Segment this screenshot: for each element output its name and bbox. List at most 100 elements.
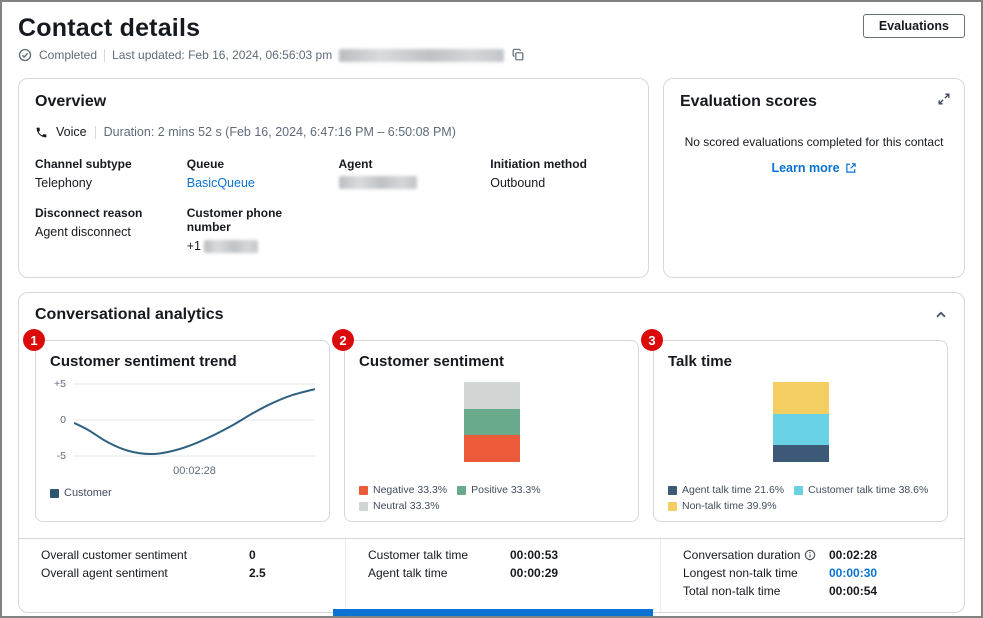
field-label: Queue: [186, 157, 225, 171]
evaluations-button[interactable]: Evaluations: [862, 14, 965, 38]
field-value: Outbound: [490, 176, 546, 190]
legend-item: Customer talk time 38.6%: [794, 484, 928, 496]
evaluation-scores-card: Evaluation scores No scored evaluations …: [663, 78, 965, 278]
stat-value: 0: [249, 548, 256, 562]
field-label: Initiation method: [490, 157, 587, 171]
y-tick: +5: [54, 378, 66, 390]
stat-label: Customer talk time: [368, 548, 469, 562]
y-tick: -5: [56, 450, 66, 462]
phone-icon: [35, 126, 48, 139]
field-agent: Agent: [338, 157, 481, 190]
field-disconnect-reason: Disconnect reason Agent disconnect: [35, 206, 177, 253]
bar-segment-agent-talk-time: [772, 444, 829, 462]
last-updated-text: Last updated: Feb 16, 2024, 06:56:03 pm: [112, 48, 333, 62]
duration-text: Duration: 2 mins 52 s (Feb 16, 2024, 6:4…: [103, 125, 456, 139]
stat-row: Agent talk time 00:00:29: [368, 566, 646, 580]
stat-row: Total non-talk time 00:00:54: [683, 584, 950, 598]
legend-swatch: [668, 501, 677, 511]
annotation-badge-2: 2: [332, 329, 354, 351]
chevron-up-icon[interactable]: [934, 308, 948, 322]
status-badge: Completed: [39, 48, 98, 62]
legend-label: Negative 33.3%: [373, 484, 448, 496]
x-axis-tick: 00:02:28: [173, 465, 216, 477]
field-customer-phone: Customer phone number +1: [187, 206, 329, 253]
stat-label: Conversation duration: [683, 548, 829, 562]
y-tick: 0: [60, 414, 66, 426]
stat-label-text: Conversation duration: [683, 548, 801, 562]
talk-time-stats-column: Customer talk time 00:00:53 Agent talk t…: [345, 539, 660, 612]
field-value: Telephony: [35, 176, 92, 190]
sentiment-legend: Negative 33.3% Positive 33.3% Neutral 33.3…: [359, 484, 624, 512]
bottom-blue-bar: [333, 609, 653, 616]
talk-time-legend: Agent talk time 21.6% Customer talk time …: [668, 484, 933, 512]
info-icon[interactable]: [804, 549, 816, 561]
learn-more-link[interactable]: Learn more: [680, 161, 948, 175]
channel-row: Voice Duration: 2 mins 52 s (Feb 16, 202…: [35, 125, 632, 139]
stat-row: Longest non-talk time 00:00:30: [683, 566, 950, 580]
legend-label: Customer talk time 38.6%: [808, 484, 929, 496]
legend-label: Customer: [64, 487, 112, 499]
legend-item: Agent talk time 21.6%: [668, 484, 784, 496]
stat-row: Customer talk time 00:00:53: [368, 548, 646, 562]
channel-type: Voice: [56, 125, 87, 139]
annotation-badge-3: 3: [641, 329, 663, 351]
legend-item: Positive 33.3%: [457, 484, 541, 496]
redacted-agent-name: [338, 176, 417, 189]
field-label: Channel subtype: [35, 157, 132, 171]
customer-sentiment-card: 2 Customer sentiment Negative 33.3% Posit…: [332, 329, 639, 522]
analytics-stats-table: Overall customer sentiment 0 Overall age…: [19, 538, 964, 612]
legend-item: Neutral 33.3%: [359, 500, 440, 512]
customer-sentiment-trend-card: 1 Customer sentiment trend +5 0 -5 00:02…: [23, 329, 330, 522]
longest-non-talk-link[interactable]: 00:00:30: [829, 566, 878, 580]
chart-title: Customer sentiment trend: [50, 353, 237, 370]
sentiment-stacked-bar: [463, 382, 520, 463]
field-queue: Queue BasicQueue: [187, 157, 329, 190]
legend-swatch: [50, 488, 59, 498]
copy-icon[interactable]: [511, 48, 525, 62]
y-axis-labels: +5 0 -5: [50, 378, 70, 462]
duration-stats-column: Conversation duration 00:02:28 Longest n…: [660, 539, 964, 612]
external-link-icon: [845, 162, 857, 174]
check-circle-icon: [18, 48, 32, 62]
legend-item: Non-talk time 39.9%: [668, 500, 777, 512]
overview-card: Overview Voice Duration: 2 mins 52 s (Fe…: [18, 78, 649, 278]
stat-label: Overall customer sentiment: [41, 548, 188, 562]
expand-icon[interactable]: [937, 92, 951, 106]
legend-label: Agent talk time 21.6%: [682, 484, 785, 496]
empty-state-message: No scored evaluations completed for this…: [684, 135, 944, 149]
queue-link[interactable]: BasicQueue: [186, 176, 255, 190]
conversational-analytics-card: Conversational analytics 1 Customer sent…: [18, 292, 965, 613]
chart-title: Talk time: [668, 353, 732, 370]
field-label: Disconnect reason: [35, 206, 143, 220]
divider: [104, 48, 106, 62]
field-value: Agent disconnect: [35, 225, 131, 239]
legend-item: Customer: [50, 487, 112, 499]
stat-label: Overall agent sentiment: [41, 566, 168, 580]
top-cards-row: Overview Voice Duration: 2 mins 52 s (Fe…: [18, 78, 965, 278]
phone-prefix: +1: [186, 239, 202, 253]
page-header: Contact details Evaluations: [18, 14, 965, 43]
chart-title: Customer sentiment: [359, 353, 505, 370]
stat-row: Overall agent sentiment 2.5: [41, 566, 331, 580]
stat-value: 00:00:54: [829, 584, 878, 598]
stat-row: Overall customer sentiment 0: [41, 548, 331, 562]
legend-label: Neutral 33.3%: [373, 500, 440, 512]
talk-time-stacked-bar: [772, 382, 829, 462]
stat-label: Agent talk time: [368, 566, 448, 580]
stat-value: 00:00:53: [510, 548, 559, 562]
redacted-contact-id: [339, 48, 505, 62]
legend-swatch: [359, 485, 368, 495]
bar-segment-negative: [463, 435, 520, 463]
legend-swatch: [359, 501, 368, 511]
stat-label: Longest non-talk time: [683, 566, 798, 580]
evaluation-scores-title: Evaluation scores: [680, 93, 817, 110]
analytics-header: Conversational analytics: [19, 293, 964, 330]
charts-row: 1 Customer sentiment trend +5 0 -5 00:02…: [19, 329, 964, 538]
sentiment-trend-line-chart: [74, 378, 315, 462]
stat-row: Conversation duration 00:02:28: [683, 548, 950, 562]
legend-swatch: [668, 485, 677, 495]
analytics-title: Conversational analytics: [35, 306, 224, 323]
overview-fields: Channel subtype Telephony Queue BasicQue…: [35, 157, 632, 253]
redacted-phone-number: [204, 239, 259, 253]
stat-value: 2.5: [249, 566, 266, 580]
